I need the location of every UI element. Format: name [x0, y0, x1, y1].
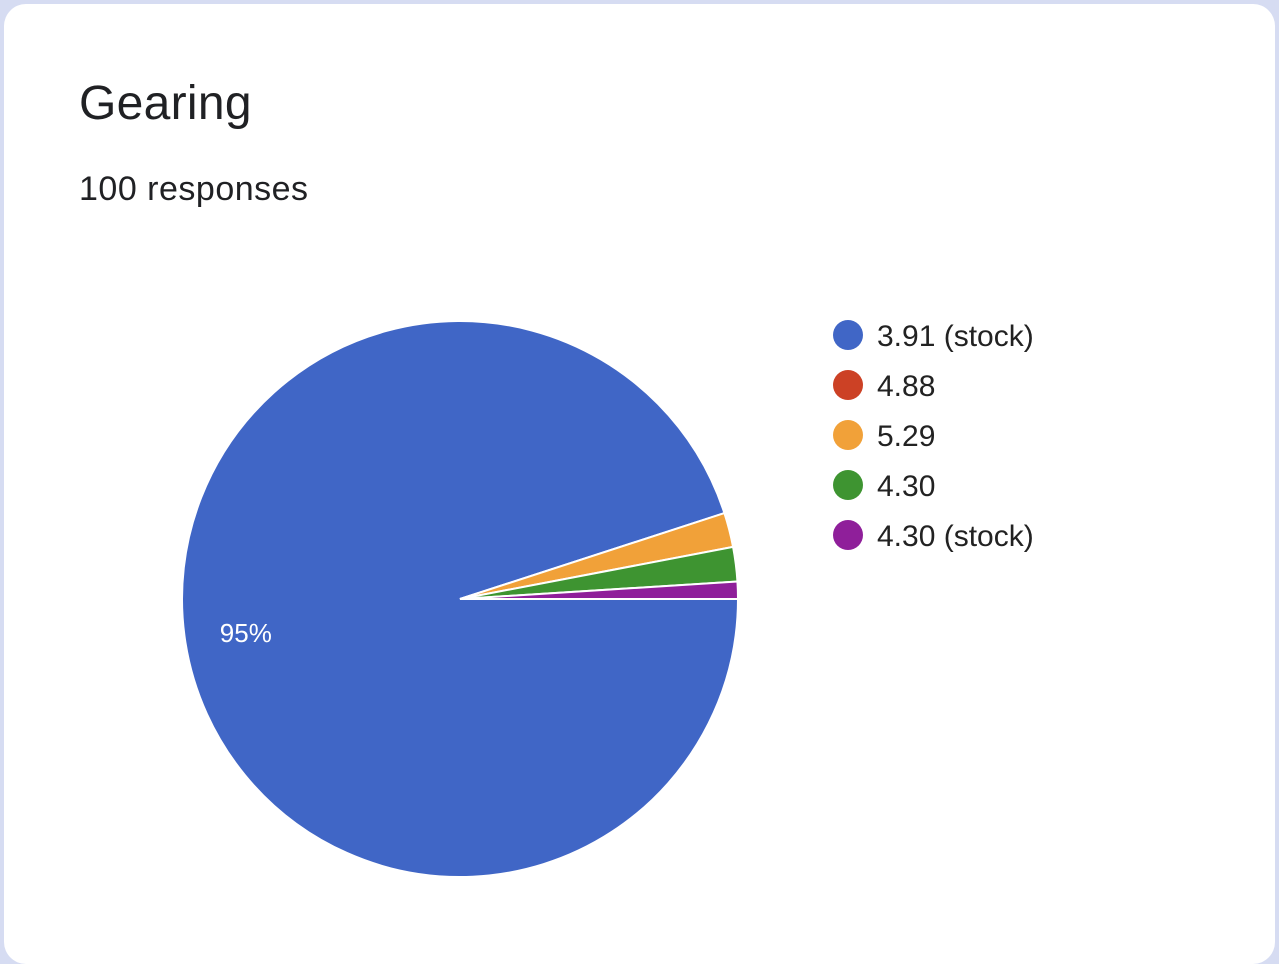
legend-item[interactable]: 5.29 — [833, 420, 935, 453]
question-title: Gearing — [79, 77, 252, 130]
legend-item[interactable]: 4.30 (stock) — [833, 520, 1034, 553]
legend-item[interactable]: 3.91 (stock) — [833, 320, 1034, 353]
legend-label: 4.88 — [877, 370, 935, 403]
pie-labels: 95% — [220, 618, 272, 648]
chart-legend: 3.91 (stock) 4.88 5.29 4.30 4.30 (stock) — [833, 320, 1034, 553]
legend-item[interactable]: 4.88 — [833, 370, 935, 403]
legend-swatch — [833, 470, 863, 500]
legend-swatch — [833, 520, 863, 550]
legend-label: 3.91 (stock) — [877, 320, 1034, 353]
slice-percent-label: 95% — [220, 618, 272, 648]
legend-swatch — [833, 320, 863, 350]
legend-label: 5.29 — [877, 420, 935, 453]
legend-label: 4.30 (stock) — [877, 520, 1034, 553]
legend-item[interactable]: 4.30 — [833, 470, 935, 503]
legend-swatch — [833, 370, 863, 400]
pie-slice-5[interactable] — [459, 580, 740, 600]
legend-label: 4.30 — [877, 470, 935, 503]
pie-slices — [181, 320, 740, 878]
response-count: 100 responses — [79, 170, 309, 208]
legend-swatch — [833, 420, 863, 450]
